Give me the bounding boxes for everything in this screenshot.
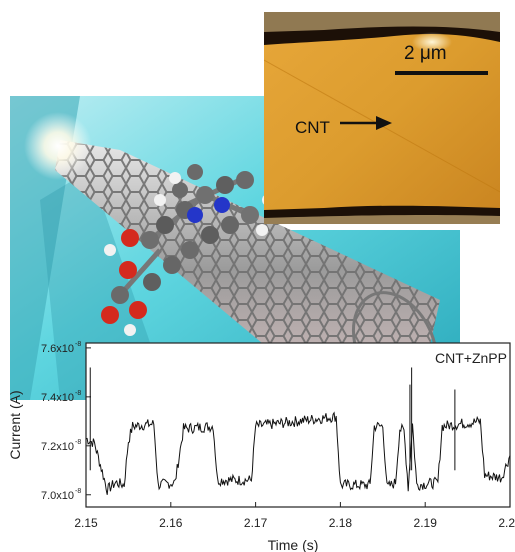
- y-tick-exponent: -8: [75, 341, 81, 348]
- x-tick-label: 2.15: [74, 516, 98, 530]
- current-trace-line: [85, 411, 511, 495]
- x-tick-label: 2.19: [414, 516, 438, 530]
- porphyrin-molecule: [101, 164, 274, 336]
- x-tick-label: 2.18: [329, 516, 353, 530]
- y-axis-ticks: 7.0x10 -87.2x10 -87.4x10 -87.6x10 -8: [41, 341, 91, 502]
- current-spikes: [89, 367, 456, 471]
- nanotube-render-illustration: [10, 96, 460, 400]
- x-axis-ticks: 2.15 2.16 2.17 2.18 2.19 2.20: [74, 502, 515, 530]
- x-tick-label: 2.17: [244, 516, 268, 530]
- y-tick-label: 7.0x10: [41, 490, 74, 502]
- y-tick-label: 7.4x10: [41, 392, 74, 404]
- y-tick-exponent: -8: [75, 390, 81, 397]
- scale-bar-label: 2 μm: [404, 43, 447, 64]
- x-tick-label: 2.16: [159, 516, 183, 530]
- cnt-label: CNT: [295, 118, 330, 137]
- x-axis-label: Time (s): [268, 537, 319, 552]
- legend-label: CNT+ZnPP: [435, 350, 507, 366]
- current-time-chart: 7.0x10 -87.2x10 -87.4x10 -87.6x10 -8 2.15 2.1…: [7, 341, 515, 552]
- y-tick-exponent: -8: [75, 439, 81, 446]
- y-axis-label: Current (A): [7, 390, 23, 459]
- y-tick-label: 7.6x10: [41, 343, 74, 355]
- afm-image-inset: CNT 2 μm: [264, 12, 500, 224]
- y-tick-label: 7.2x10: [41, 441, 74, 453]
- y-tick-exponent: -8: [75, 488, 81, 495]
- x-tick-label: 2.20: [498, 516, 515, 530]
